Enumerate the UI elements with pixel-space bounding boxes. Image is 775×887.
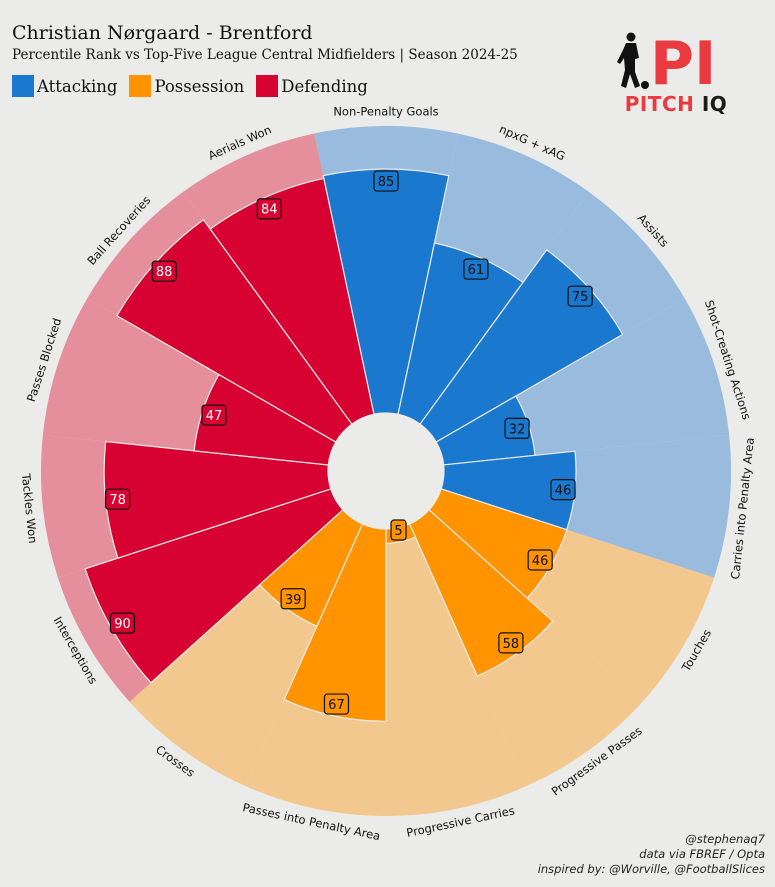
footballer-silhouette-icon: PI	[617, 29, 716, 99]
value-box-aerials-won	[256, 198, 282, 220]
category-label-carries-into-penalty-area: Carries into Penalty Area	[728, 437, 757, 580]
value-label-crosses: 39	[285, 593, 302, 608]
value-box-progressive-carries	[390, 519, 407, 541]
credit-author: @stephenaq7	[685, 832, 765, 846]
legend-swatch-attacking	[12, 75, 34, 97]
value-label-interceptions: 90	[114, 617, 131, 632]
chart-title: Christian Nørgaard - Brentford	[12, 22, 313, 44]
credits: @stephenaq7 data via FBREF / Opta inspir…	[538, 832, 765, 877]
value-label-tackles-won: 78	[109, 493, 126, 508]
pitch-iq-logo: PI PITCH IQ	[616, 28, 736, 120]
value-label-touches: 46	[532, 554, 549, 569]
legend-item-defending: Defending	[256, 75, 368, 97]
value-box-interceptions	[109, 612, 136, 634]
logo-mark: PI	[650, 29, 716, 92]
value-box-shot-creating-actions	[504, 417, 530, 440]
legend-item-attacking: Attacking	[12, 75, 117, 97]
value-box-assists	[567, 285, 593, 307]
value-label-non-penalty-goals: 85	[378, 175, 395, 190]
value-box-passes-into-penalty-area	[323, 693, 350, 715]
logo-wordmark: PITCH IQ	[616, 92, 736, 116]
credit-source: data via FBREF / Opta	[639, 847, 765, 861]
logo-word-iq: IQ	[701, 92, 728, 116]
value-label-passes-into-penalty-area: 67	[328, 698, 345, 713]
legend-label-possession: Possession	[154, 76, 245, 96]
value-box-passes-blocked	[201, 404, 227, 426]
value-box-carries-into-penalty-area	[550, 479, 576, 501]
legend-item-possession: Possession	[129, 75, 244, 97]
value-label-npxg-xag: 61	[468, 263, 485, 278]
legend-swatch-defending	[256, 75, 279, 97]
legend-label-attacking: Attacking	[37, 76, 118, 96]
bar-passes-into-penalty-area	[283, 523, 387, 722]
value-label-aerials-won: 84	[261, 203, 278, 218]
legend: Attacking Possession Defending	[12, 75, 380, 97]
value-label-carries-into-penalty-area: 46	[555, 484, 572, 499]
category-label-tackles-won: Tackles Won	[19, 472, 40, 544]
value-box-progressive-passes	[498, 632, 524, 654]
value-box-tackles-won	[105, 488, 131, 510]
chart-subtitle: Percentile Rank vs Top-Five League Centr…	[12, 47, 518, 63]
value-box-ball-recoveries	[151, 260, 177, 282]
value-box-npxg-xag	[463, 258, 489, 280]
value-label-shot-creating-actions: 32	[509, 422, 526, 437]
value-label-progressive-carries: 5	[394, 524, 402, 539]
value-box-non-penalty-goals	[373, 170, 399, 192]
value-label-passes-blocked: 47	[206, 409, 223, 424]
value-box-touches	[527, 549, 553, 571]
credit-inspiration: inspired by: @Worville, @FootballSlices	[537, 862, 765, 876]
value-label-progressive-passes: 58	[503, 637, 520, 652]
legend-label-defending: Defending	[281, 76, 368, 96]
legend-swatch-possession	[129, 75, 152, 97]
value-label-ball-recoveries: 88	[156, 265, 173, 280]
logo-word-pitch: PITCH	[624, 92, 695, 116]
value-box-crosses	[280, 588, 306, 610]
center-circle	[328, 413, 444, 529]
value-label-assists: 75	[572, 290, 589, 305]
category-label-non-penalty-goals: Non-Penalty Goals	[333, 105, 438, 119]
bg-wedge-progressive-carries	[386, 523, 527, 816]
